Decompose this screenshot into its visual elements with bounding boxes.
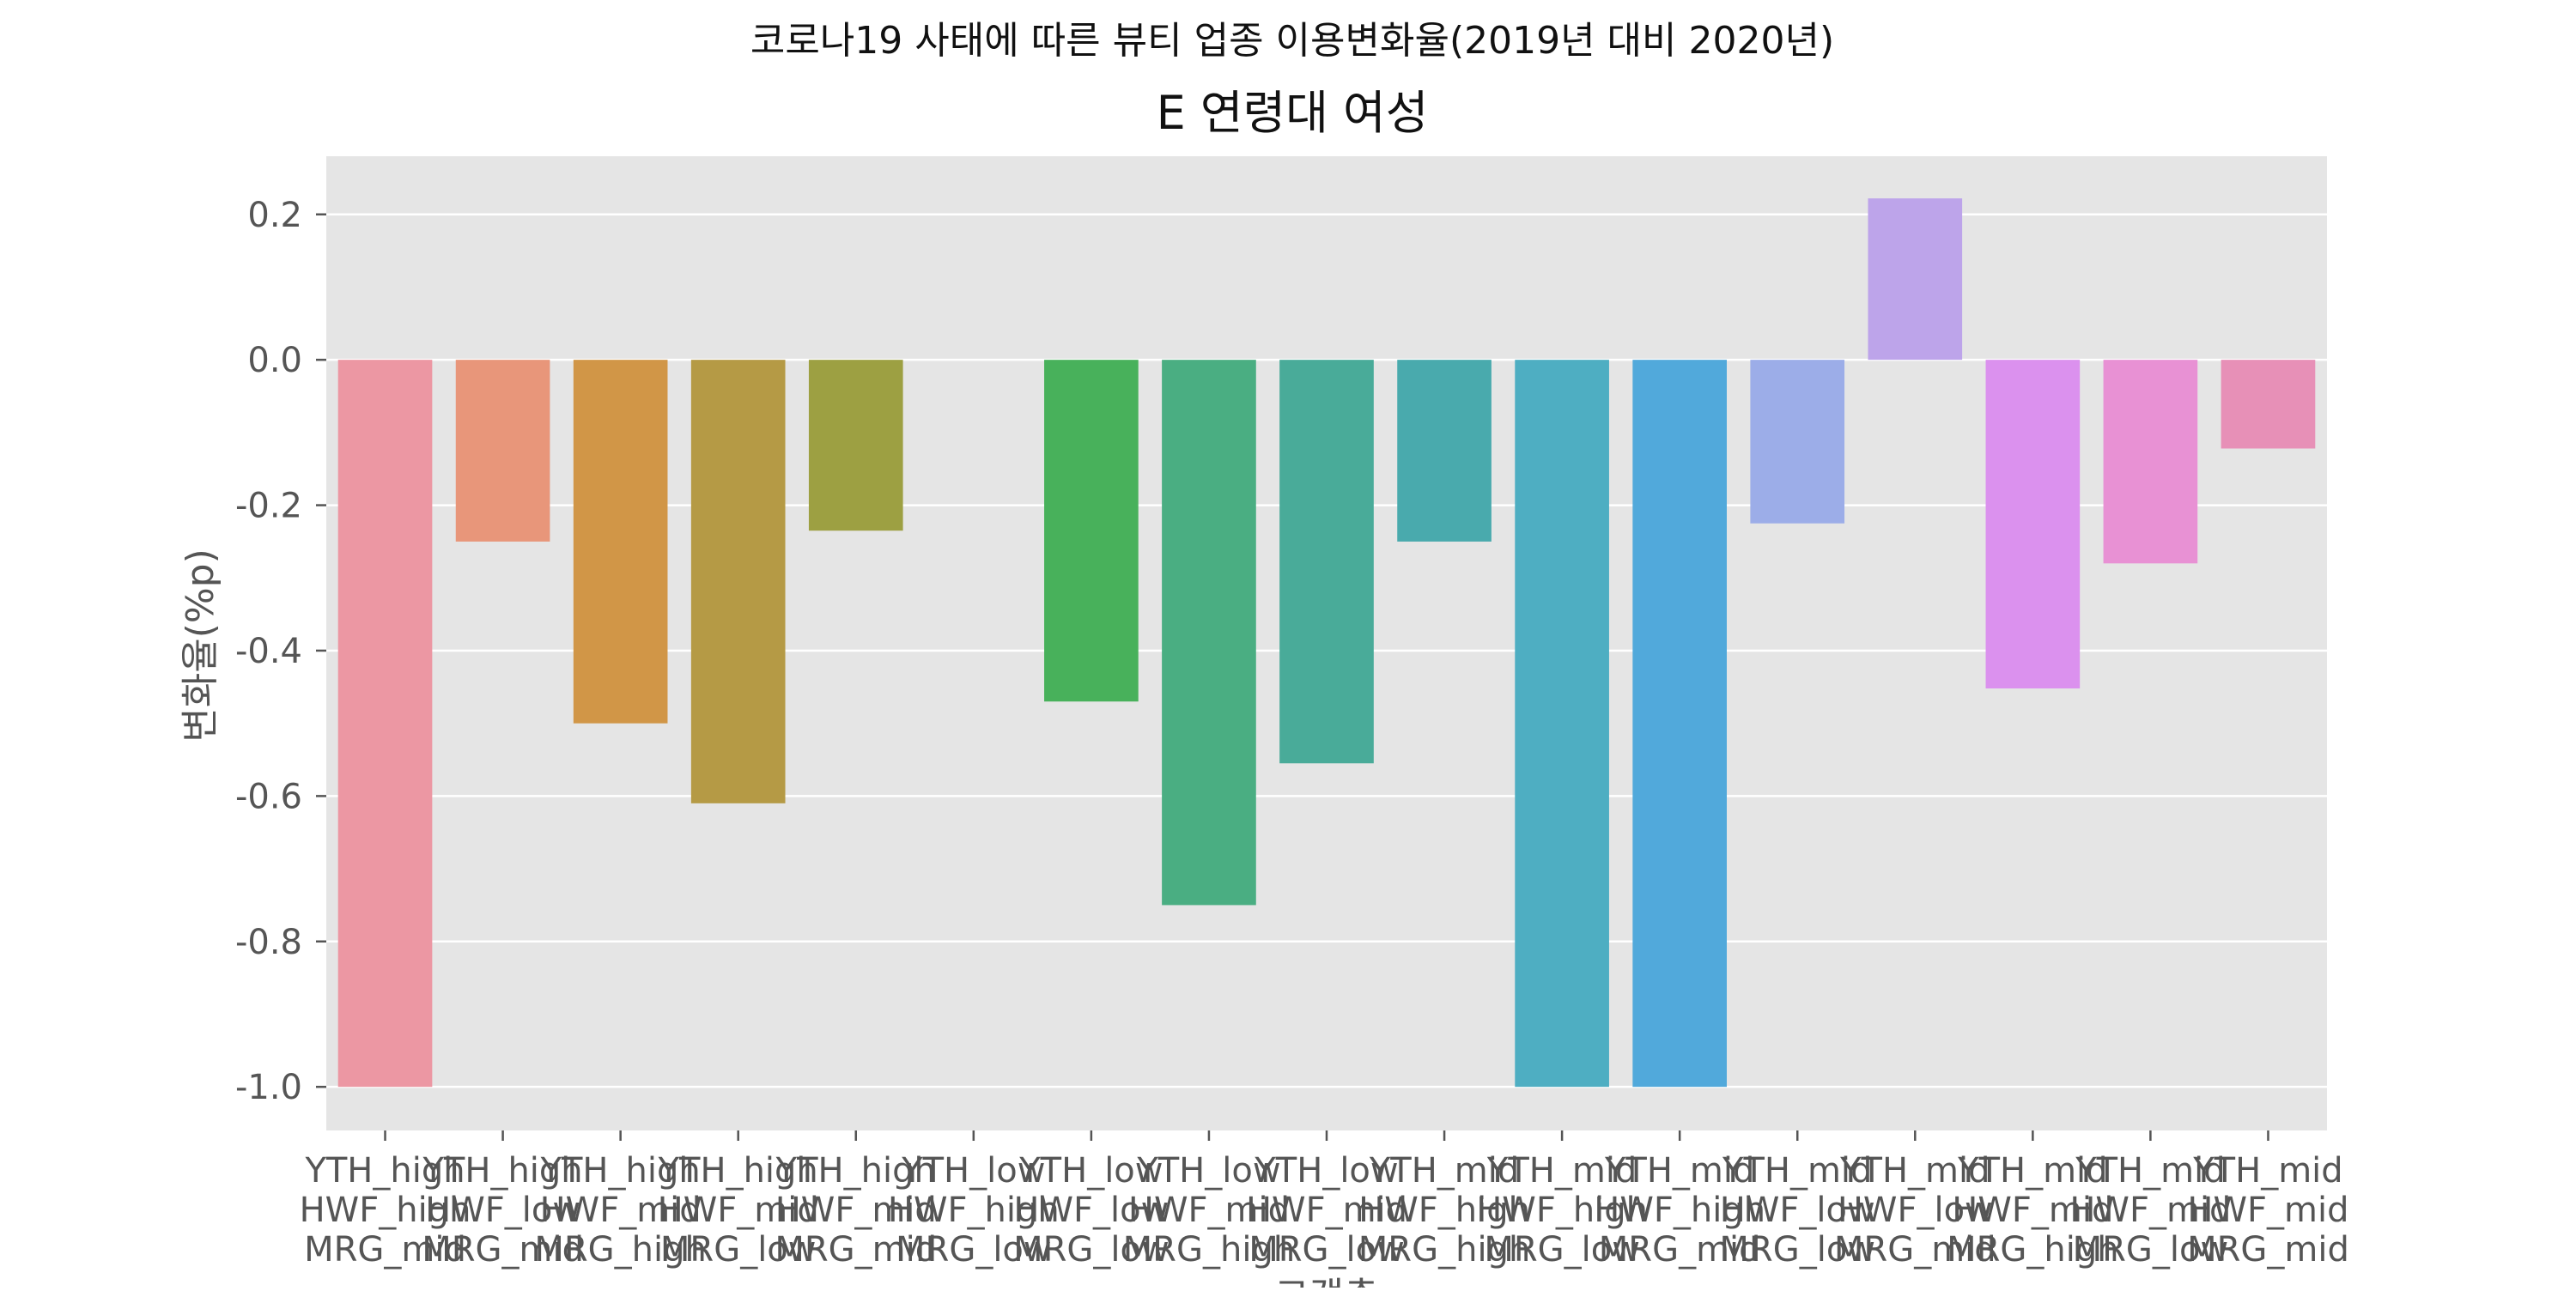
bar <box>1632 360 1727 1088</box>
chart-suptitle: 코로나19 사태에 따른 뷰티 업종 이용변화율(2019년 대비 2020년) <box>750 19 1834 63</box>
y-tick-label: 0.2 <box>247 196 302 235</box>
bar <box>1162 360 1256 906</box>
x-tick-label: YTH_mid HWF_high MRG_low <box>1476 1151 1648 1270</box>
x-tick-label: YTH_low HWF_mid MRG_high <box>1123 1151 1296 1270</box>
x-tick-label: YTH_mid HWF_mid MRG_low <box>2069 1151 2231 1270</box>
x-tick-label: YTH_low HWF_high MRG_low <box>888 1151 1060 1270</box>
bar <box>690 360 786 803</box>
x-tick-label: YTH_mid HWF_high MRG_mid <box>1594 1151 1765 1270</box>
bar <box>1515 360 1609 1088</box>
bar <box>1279 360 1374 764</box>
x-tick-label: YTH_mid HWF_mid MRG_mid <box>2187 1151 2349 1270</box>
y-tick-label: -0.2 <box>235 487 302 526</box>
x-axis-label: 고객층 <box>1274 1275 1378 1288</box>
bar <box>1985 360 2081 689</box>
y-tick-label: -0.4 <box>235 632 302 671</box>
bar <box>455 360 550 542</box>
x-tick-label: YTH_high HWF_low MRG_mid <box>422 1151 584 1270</box>
x-tick-label: YTH_high HWF_high MRG_mid <box>300 1151 471 1270</box>
x-tick-label: YTH_mid HWF_low MRG_low <box>1719 1151 1875 1270</box>
chart-title: E 연령대 여성 <box>1157 86 1429 140</box>
x-tick-label: YTH_mid HWF_low MRG_mid <box>1834 1151 1996 1270</box>
x-tick-label: YTH_high HWF_mid MRG_low <box>658 1151 819 1270</box>
bars <box>337 198 2316 1088</box>
y-tick-label: -0.8 <box>235 923 302 962</box>
bar <box>573 360 668 724</box>
bar <box>2221 360 2316 449</box>
y-tick-label: -1.0 <box>235 1068 302 1107</box>
bar <box>1044 360 1139 702</box>
bar <box>1868 198 1963 361</box>
bar <box>808 360 903 531</box>
y-axis-label: 변화율(%p) <box>179 549 222 742</box>
bar <box>1397 360 1492 542</box>
y-tick-label: -0.6 <box>235 777 302 816</box>
bar <box>2103 360 2198 564</box>
x-tick-label: YTH_mid HWF_mid MRG_high <box>1947 1151 2119 1270</box>
x-tick-label: YTH_mid HWF_high MRG_high <box>1358 1151 1531 1270</box>
x-tick-label: YTH_high HWF_mid MRG_mid <box>775 1151 937 1270</box>
x-tick-label: YTH_low HWF_low MRG_low <box>1013 1151 1170 1270</box>
y-tick-label: 0.0 <box>247 341 302 380</box>
y-axis-ticks: 0.2 0.0 -0.2 -0.4 -0.6 -0.8 -1.0 <box>235 196 326 1107</box>
bar <box>337 360 433 1088</box>
bar <box>1750 360 1845 524</box>
x-tick-label: YTH_low HWF_mid MRG_low <box>1246 1151 1407 1270</box>
x-tick-label: YTH_high HWF_mid MRG_high <box>534 1151 707 1270</box>
